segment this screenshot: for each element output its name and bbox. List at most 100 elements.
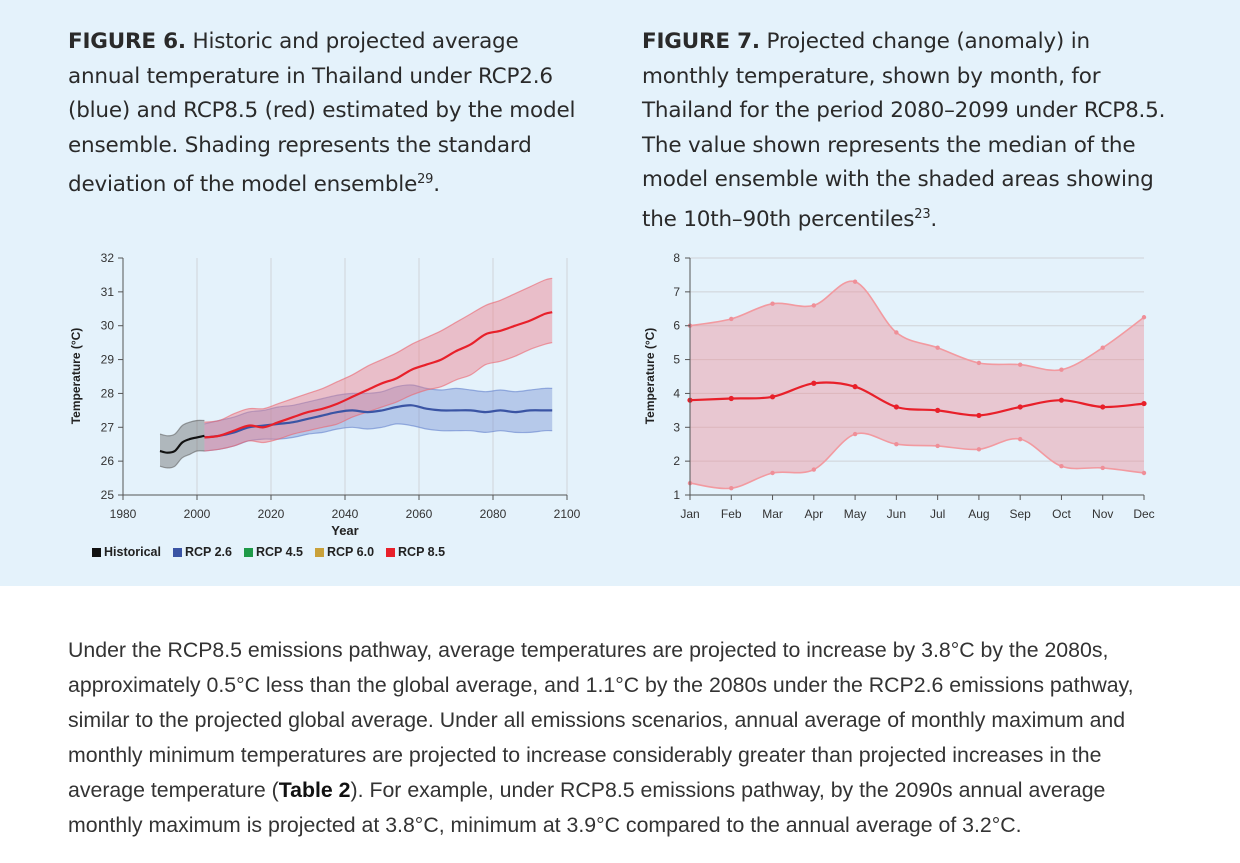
body-text-before: Under the RCP8.5 emissions pathway, aver… xyxy=(68,638,1134,802)
figure7-point-10th-may xyxy=(852,431,858,437)
figure7-point-10th-feb xyxy=(729,486,734,491)
figure7-y-tick-5: 5 xyxy=(673,353,680,367)
figure7-point-median-sep xyxy=(1017,404,1023,410)
figure7-caption-sup: 23 xyxy=(914,206,931,222)
figure6-y-tick-30: 30 xyxy=(101,319,115,333)
figure6-band-lower-rcp-2-6 xyxy=(204,423,553,452)
figure7-point-90th-may xyxy=(852,279,858,284)
figure7-y-axis-label: Temperature (°C) xyxy=(643,328,657,425)
figure7-y-tick-7: 7 xyxy=(673,285,680,299)
figure6-line-historical xyxy=(159,434,205,454)
legend-label-rcp-4-5: RCP 4.5 xyxy=(255,545,303,559)
figure7-x-tick-feb: Feb xyxy=(721,507,742,521)
figure6-lines xyxy=(159,311,553,454)
figure6-line-rcp-2-6 xyxy=(204,404,553,439)
figure6-x-axis-label: Year xyxy=(331,523,358,538)
figure6-caption: FIGURE 6. Historic and projected average… xyxy=(68,25,588,203)
figure7-point-90th-dec xyxy=(1141,315,1147,320)
figure7-x-tick-jul: Jul xyxy=(930,507,945,521)
figure6-band-lower-historical xyxy=(159,450,205,469)
figure7-point-90th-apr xyxy=(811,303,817,308)
figure7-point-90th-sep xyxy=(1017,362,1023,367)
figure6-y-axis-label: Temperature (°C) xyxy=(69,328,83,425)
figure7-point-10th-sep xyxy=(1017,436,1023,442)
figure7-x-tick-may: May xyxy=(844,507,867,521)
legend-item-rcp-8-5: RCP 8.5 xyxy=(386,545,445,559)
figure6-y-tick-28: 28 xyxy=(101,386,115,400)
figure7-caption: FIGURE 7. Projected change (anomaly) in … xyxy=(642,25,1182,238)
figure7-point-median-may xyxy=(852,384,858,390)
figure7-point-median-apr xyxy=(811,380,817,386)
figure7-point-90th-nov xyxy=(1100,345,1105,350)
figure7-chart: 1 2 3 4 5 6 7 8 Jan Feb Mar Apr May Jun Jul Aug Sep Oct No… xyxy=(643,251,1155,521)
figure6-band-historical xyxy=(160,420,205,468)
figure7-point-median-nov xyxy=(1100,404,1106,410)
figure6-line-rcp-8-5 xyxy=(204,311,553,439)
figure7-line-90th-percentile xyxy=(689,280,1145,372)
figure7-point-10th-oct xyxy=(1059,464,1064,469)
figure7-point-10th-apr xyxy=(811,467,817,472)
figure7-x-tick-apr: Apr xyxy=(804,507,823,521)
figure7-point-90th-aug xyxy=(976,360,982,366)
figure6-band-upper-rcp-2-6 xyxy=(204,384,553,425)
figure7-point-10th-jun xyxy=(894,442,899,447)
figure7-point-median-jun xyxy=(893,404,899,410)
figure6-caption-sup: 29 xyxy=(417,172,434,188)
figure7-point-median-oct xyxy=(1058,397,1065,403)
figure6-chart: 25 26 27 28 29 30 31 32 1980 2000 2020 2040 2060 2080… xyxy=(69,251,581,538)
figure7-point-10th-aug xyxy=(976,447,982,452)
figure7-y-tick-6: 6 xyxy=(673,319,680,333)
figure7-point-10th-mar xyxy=(770,470,775,476)
figure7-point-90th-oct xyxy=(1059,367,1064,372)
figure7-caption-label: FIGURE 7. xyxy=(642,29,760,54)
legend-label-rcp-8-5: RCP 8.5 xyxy=(398,545,446,559)
table-2-reference: Table 2 xyxy=(278,778,351,802)
legend-label-historical: Historical xyxy=(104,545,161,559)
figure7-point-10th-dec xyxy=(1141,470,1147,476)
figure6-y-tick-29: 29 xyxy=(101,353,115,367)
figure7-x-tick-sep: Sep xyxy=(1010,507,1032,521)
figure6-y-tick-32: 32 xyxy=(101,251,115,265)
legend-swatch-rcp-2-6 xyxy=(172,547,182,557)
figure6-x-tick-2100: 2100 xyxy=(554,507,581,521)
figure7-y-tick-3: 3 xyxy=(673,420,680,434)
figure6-x-tick-2040: 2040 xyxy=(332,507,359,521)
figure6-bands xyxy=(159,277,553,469)
figure7-point-90th-jul xyxy=(935,345,940,350)
figure7-x-tick-mar: Mar xyxy=(762,507,783,521)
figure7-x-tick-aug: Aug xyxy=(968,507,989,521)
figure6-y-tick-26: 26 xyxy=(101,454,115,468)
legend-item-rcp-4-5: RCP 4.5 xyxy=(243,545,303,559)
figure7-point-median-jul xyxy=(935,407,941,413)
figure6-x-tick-2000: 2000 xyxy=(184,507,211,521)
figure6-x-tick-2060: 2060 xyxy=(406,507,433,521)
figure6-band-upper-rcp-8-5 xyxy=(204,277,553,423)
figure6-axes: 25 26 27 28 29 30 31 32 1980 2000 2020 2040 2060 2080… xyxy=(101,251,581,521)
figure7-point-90th-mar xyxy=(770,301,775,306)
figure7-line-median xyxy=(689,381,1145,417)
figure7-y-tick-8: 8 xyxy=(673,251,680,265)
legend-item-historical: Historical xyxy=(92,545,161,559)
figure6-caption-text: Historic and projected average annual te… xyxy=(68,29,576,198)
figure7-caption-text: Projected change (anomaly) in monthly te… xyxy=(642,29,1166,233)
figure7-x-tick-jan: Jan xyxy=(680,507,699,521)
figure6-y-tick-31: 31 xyxy=(101,285,115,299)
figure6-x-tick-2080: 2080 xyxy=(480,507,507,521)
figure7-x-tick-jun: Jun xyxy=(887,507,906,521)
figure6-x-tick-1980: 1980 xyxy=(110,507,137,521)
figure7-x-tick-dec: Dec xyxy=(1133,507,1154,521)
figure6-x-tick-2020: 2020 xyxy=(258,507,285,521)
figure7-caption-end: . xyxy=(930,207,938,233)
figure7-x-tick-oct: Oct xyxy=(1052,507,1071,521)
legend-item-rcp-2-6: RCP 2.6 xyxy=(172,545,232,559)
figure7-point-10th-jul xyxy=(935,443,940,449)
figure7-y-tick-1: 1 xyxy=(673,488,680,502)
figure6-caption-end: . xyxy=(433,172,440,198)
figure6-band-upper-historical xyxy=(159,419,205,437)
legend-item-rcp-6-0: RCP 6.0 xyxy=(315,545,374,559)
figure6-band-lower-rcp-8-5 xyxy=(204,342,553,452)
legend-label-rcp-6-0: RCP 6.0 xyxy=(327,545,375,559)
figure7-point-median-mar xyxy=(769,394,776,400)
figure6-legend: Historical RCP 2.6 RCP 4.5 RCP 6.0 RCP 8.5 xyxy=(92,545,445,559)
figure7-point-median-dec xyxy=(1141,400,1147,407)
